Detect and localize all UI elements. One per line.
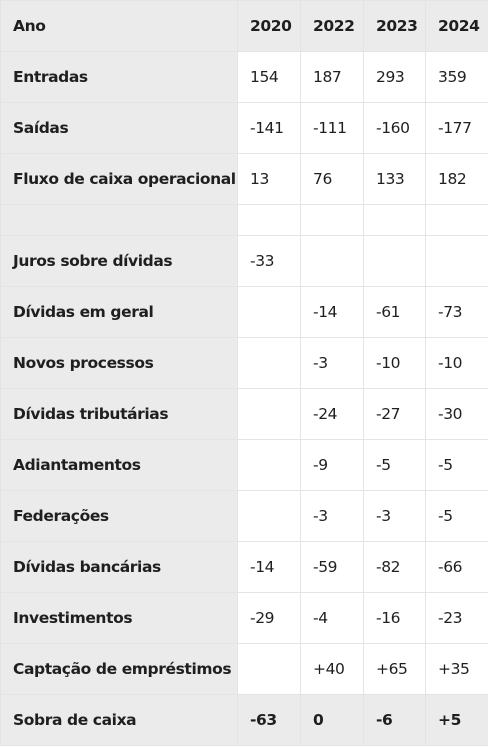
row-value: -23 — [425, 592, 488, 644]
row-label: Entradas — [0, 51, 238, 103]
row-value: -14 — [237, 541, 301, 593]
row-label: Investimentos — [0, 592, 238, 644]
row-value: 359 — [425, 51, 488, 103]
row-value: -24 — [300, 388, 364, 440]
row-label — [0, 204, 238, 236]
row-label: Novos processos — [0, 337, 238, 389]
table-row: Dívidas em geral -14 -61 -73 — [0, 286, 488, 338]
row-value: -5 — [425, 490, 488, 542]
row-value: -4 — [300, 592, 364, 644]
row-value: -3 — [300, 490, 364, 542]
table-header-row: Ano 2020 2022 2023 2024 — [0, 0, 488, 52]
row-value: -14 — [300, 286, 364, 338]
table-row: Dívidas bancárias -14 -59 -82 -66 — [0, 541, 488, 593]
table-row: Adiantamentos -9 -5 -5 — [0, 439, 488, 491]
row-label: Fluxo de caixa operacional — [0, 153, 238, 205]
row-value: -3 — [363, 490, 426, 542]
row-value: -33 — [237, 235, 301, 287]
row-value: -30 — [425, 388, 488, 440]
table-row: Juros sobre dívidas -33 — [0, 235, 488, 287]
row-value: +40 — [300, 643, 364, 695]
row-value — [237, 337, 301, 389]
row-value: -27 — [363, 388, 426, 440]
row-label: Juros sobre dívidas — [0, 235, 238, 287]
row-value: -5 — [363, 439, 426, 491]
total-value: +5 — [425, 694, 488, 746]
row-label: Federações — [0, 490, 238, 542]
row-value — [363, 235, 426, 287]
table-spacer-row — [0, 204, 488, 236]
row-label: Dívidas em geral — [0, 286, 238, 338]
table-row: Entradas 154 187 293 359 — [0, 51, 488, 103]
row-value: +35 — [425, 643, 488, 695]
table-row: Investimentos -29 -4 -16 -23 — [0, 592, 488, 644]
row-value: -29 — [237, 592, 301, 644]
row-value: 76 — [300, 153, 364, 205]
row-label: Dívidas bancárias — [0, 541, 238, 593]
table-row: Captação de empréstimos +40 +65 +35 — [0, 643, 488, 695]
row-value: -160 — [363, 102, 426, 154]
table-row: Dívidas tributárias -24 -27 -30 — [0, 388, 488, 440]
row-value: -82 — [363, 541, 426, 593]
row-value — [425, 235, 488, 287]
row-value: -3 — [300, 337, 364, 389]
row-value: -61 — [363, 286, 426, 338]
row-value: -5 — [425, 439, 488, 491]
row-value: -73 — [425, 286, 488, 338]
row-value: -177 — [425, 102, 488, 154]
total-value: 0 — [300, 694, 364, 746]
row-value: 13 — [237, 153, 301, 205]
total-row: Sobra de caixa -63 0 -6 +5 — [0, 694, 488, 746]
row-value — [237, 439, 301, 491]
row-value: 154 — [237, 51, 301, 103]
row-value: 133 — [363, 153, 426, 205]
table-row: Fluxo de caixa operacional 13 76 133 182 — [0, 153, 488, 205]
row-value — [300, 204, 364, 236]
row-value: -9 — [300, 439, 364, 491]
row-value — [425, 204, 488, 236]
row-value — [237, 490, 301, 542]
header-year-2020: 2020 — [237, 0, 301, 52]
row-value — [363, 204, 426, 236]
row-value: -10 — [425, 337, 488, 389]
row-value: 187 — [300, 51, 364, 103]
row-label: Adiantamentos — [0, 439, 238, 491]
row-value: -141 — [237, 102, 301, 154]
row-value: +65 — [363, 643, 426, 695]
header-label-cell: Ano — [0, 0, 238, 52]
table-row: Federações -3 -3 -5 — [0, 490, 488, 542]
row-value: 293 — [363, 51, 426, 103]
row-label: Saídas — [0, 102, 238, 154]
table-row: Saídas -141 -111 -160 -177 — [0, 102, 488, 154]
row-value: -59 — [300, 541, 364, 593]
row-value — [300, 235, 364, 287]
row-value — [237, 388, 301, 440]
row-value: -111 — [300, 102, 364, 154]
header-year-2022: 2022 — [300, 0, 364, 52]
row-label: Dívidas tributárias — [0, 388, 238, 440]
header-year-2024: 2024 — [425, 0, 488, 52]
row-value: -16 — [363, 592, 426, 644]
header-year-2023: 2023 — [363, 0, 426, 52]
row-label: Captação de empréstimos — [0, 643, 238, 695]
total-value: -6 — [363, 694, 426, 746]
total-label: Sobra de caixa — [0, 694, 238, 746]
row-value — [237, 643, 301, 695]
row-value — [237, 204, 301, 236]
row-value: -66 — [425, 541, 488, 593]
total-value: -63 — [237, 694, 301, 746]
row-value: 182 — [425, 153, 488, 205]
row-value: -10 — [363, 337, 426, 389]
row-value — [237, 286, 301, 338]
table-row: Novos processos -3 -10 -10 — [0, 337, 488, 389]
